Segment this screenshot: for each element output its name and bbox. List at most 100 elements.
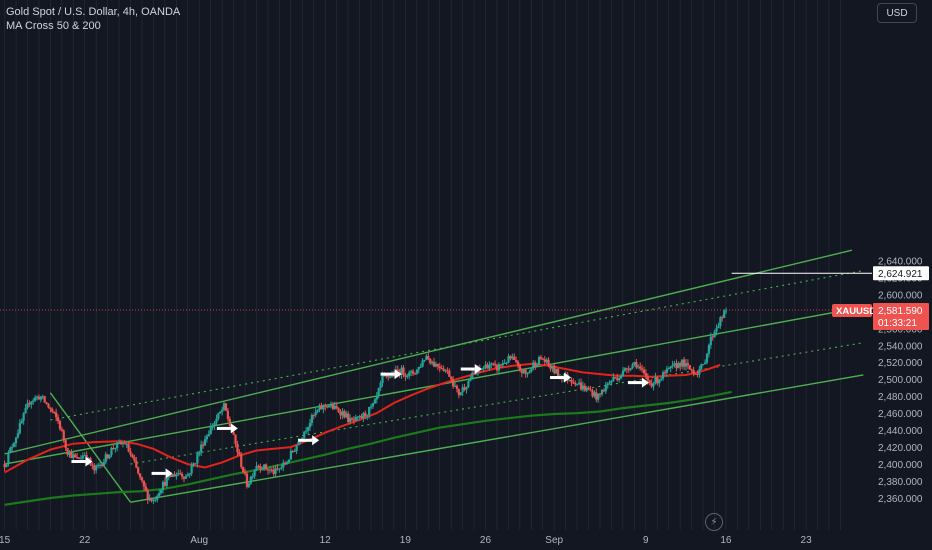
candle-body	[142, 480, 146, 487]
candle-body	[473, 372, 476, 374]
candle-body	[226, 410, 229, 419]
candle-body	[669, 366, 672, 369]
candle-body	[348, 418, 352, 422]
candle-body	[3, 464, 6, 468]
candle-body	[159, 489, 163, 493]
signal-arrow-shaft	[380, 372, 395, 376]
candle-body	[56, 417, 60, 422]
candle-body	[455, 385, 459, 390]
candle-body	[578, 382, 581, 384]
candle-body	[64, 440, 67, 448]
candle-body	[526, 373, 529, 375]
candle-body	[179, 473, 182, 475]
candle-body	[658, 379, 661, 384]
candle-body	[610, 380, 613, 383]
signal-arrow-shaft	[460, 367, 475, 371]
candle-body	[629, 368, 632, 370]
candle-body	[469, 379, 472, 382]
candle-body	[499, 364, 502, 366]
time-tick-label: 16	[720, 535, 732, 546]
candle-body	[516, 361, 520, 366]
candle-body	[119, 442, 123, 445]
candle-body	[673, 363, 676, 365]
candle-body	[650, 383, 653, 387]
channel-line-lower-mid	[130, 342, 864, 465]
candle-body	[686, 363, 689, 366]
candle-body	[694, 373, 697, 375]
candle-body	[717, 326, 720, 329]
candle-body	[723, 310, 726, 318]
candle-body	[127, 444, 130, 452]
candle-body	[333, 405, 336, 409]
channel-line-lower	[130, 374, 864, 503]
candle-body	[480, 368, 483, 370]
candle-body	[221, 409, 224, 412]
candle-body	[614, 377, 617, 379]
lightning-icon[interactable]: ⚡	[705, 513, 723, 531]
candle-body	[270, 469, 273, 471]
candle-body	[681, 359, 684, 367]
candle-body	[14, 437, 18, 444]
candle-body	[371, 403, 375, 407]
candle-body	[228, 418, 231, 426]
candle-body	[291, 450, 294, 452]
candle-body	[205, 436, 209, 440]
candle-body	[62, 430, 65, 441]
candle-body	[68, 452, 71, 455]
candle-body	[707, 345, 710, 354]
candle-body	[5, 462, 8, 468]
candle-body	[83, 455, 86, 457]
target-label-box	[873, 266, 929, 281]
time-axis[interactable]: 15 22 Aug 12 19 26 Sep 9 16 23	[0, 530, 872, 550]
time-axis-bg	[0, 530, 872, 550]
candle-body	[306, 427, 310, 431]
candle-body	[530, 367, 533, 372]
candle-body	[597, 393, 600, 400]
candle-body	[287, 459, 291, 463]
indicator-label[interactable]: MA Cross 50 & 200	[6, 20, 101, 32]
candle-body	[310, 415, 313, 424]
candle-body	[324, 404, 327, 407]
candle-body	[400, 367, 403, 375]
candle-body	[507, 356, 510, 363]
candle-body	[26, 403, 29, 409]
candle-body	[263, 464, 266, 470]
candle-body	[13, 443, 16, 447]
price-tick-label: 2,600.000	[878, 290, 923, 301]
candle-body	[175, 474, 178, 477]
candle-body	[255, 465, 258, 470]
candle-body	[585, 387, 588, 391]
candle-body	[383, 375, 386, 377]
price-overlays	[0, 272, 872, 311]
price-tick-label: 2,500.000	[878, 375, 923, 386]
target-price-label: 2,624.921	[878, 269, 923, 280]
channel-lines	[4, 249, 864, 503]
candle-body	[543, 359, 546, 363]
candle-body	[663, 372, 667, 374]
candle-body	[224, 403, 228, 411]
candle-body	[677, 363, 680, 369]
candle-body	[440, 368, 443, 370]
time-tick-label: 23	[801, 535, 813, 546]
currency-button[interactable]: USD	[877, 3, 917, 23]
candle-body	[623, 368, 627, 371]
candle-body	[518, 365, 522, 371]
candle-body	[177, 473, 180, 475]
candle-body	[589, 389, 592, 391]
candle-body	[240, 454, 243, 468]
candle-body	[450, 376, 453, 380]
candle-body	[702, 364, 705, 366]
candle-body	[684, 363, 688, 367]
candle-body	[656, 376, 659, 384]
signal-arrow-shaft	[151, 471, 166, 475]
candle-body	[415, 369, 418, 374]
ma-200-line	[4, 390, 732, 506]
symbol-title[interactable]: Gold Spot / U.S. Dollar, 4h, OANDA	[6, 6, 181, 18]
price-axis[interactable]: 2,360.000 2,380.000 2,400.000 2,420.000 2,44…	[832, 0, 932, 550]
candle-body	[140, 477, 144, 481]
candle-body	[463, 387, 466, 390]
candle-body	[261, 469, 264, 471]
candle-body	[55, 412, 58, 418]
candle-body	[79, 458, 83, 460]
